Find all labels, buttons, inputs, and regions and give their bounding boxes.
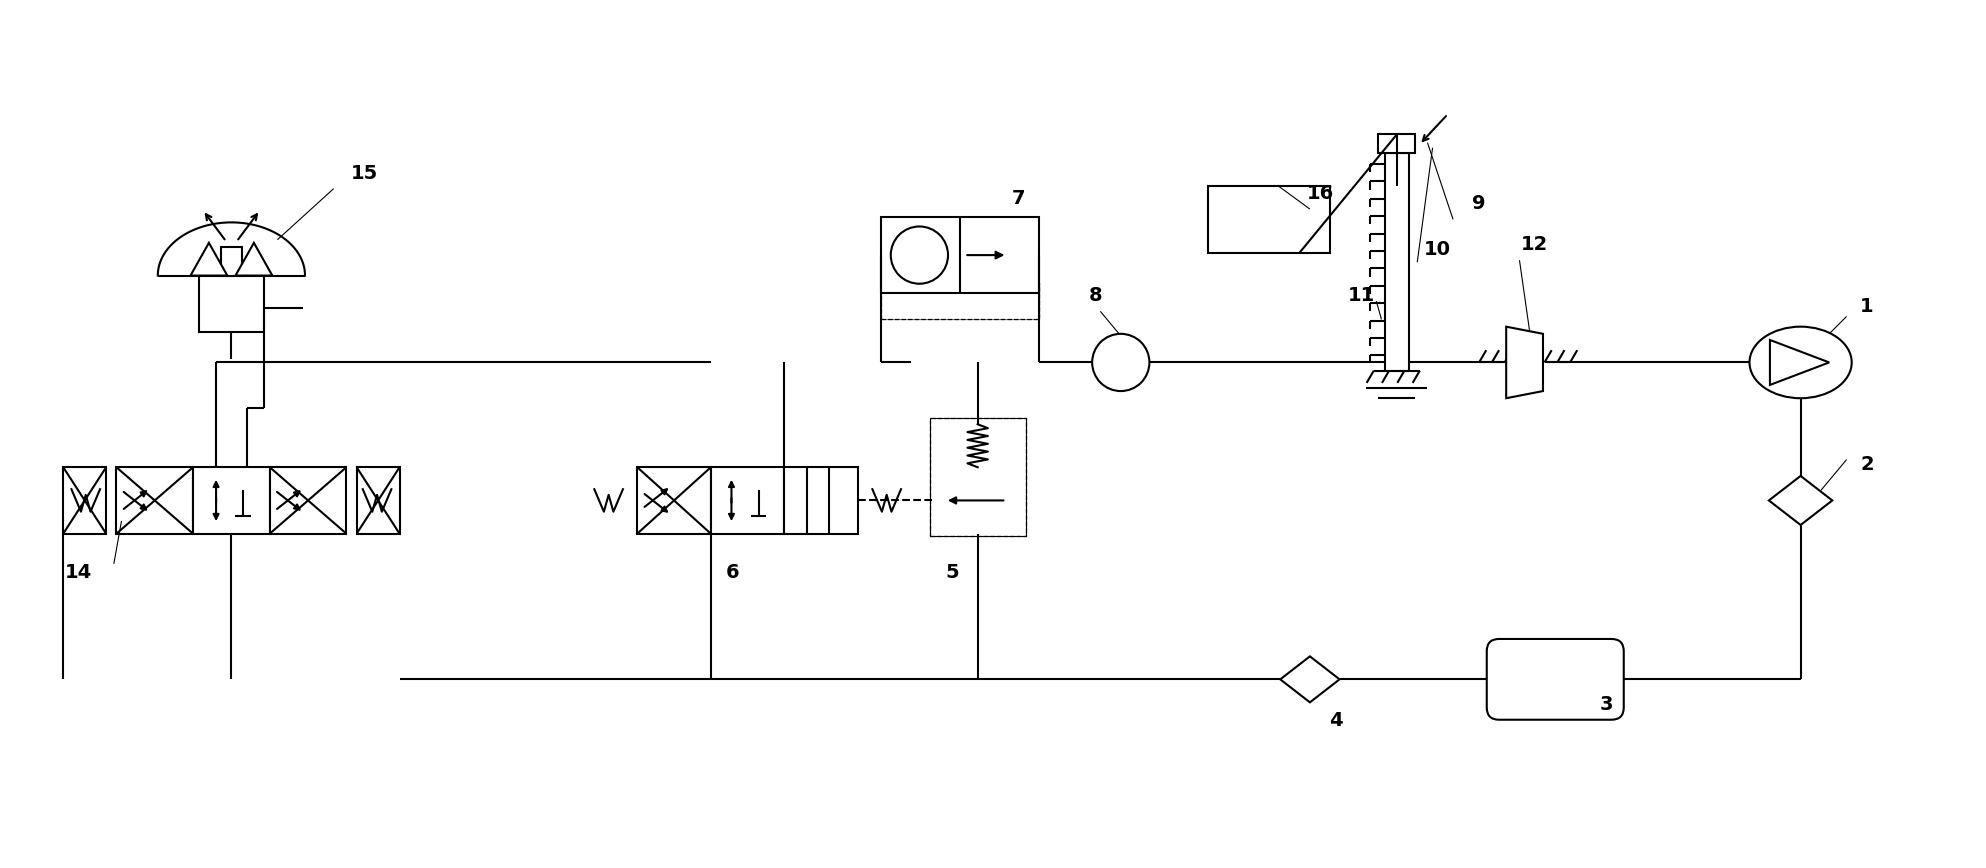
Bar <box>64 467 105 534</box>
Text: 10: 10 <box>1424 240 1452 260</box>
Text: 15: 15 <box>352 164 377 183</box>
Text: 1: 1 <box>1861 297 1875 316</box>
Polygon shape <box>1770 476 1833 525</box>
Bar <box>1207 186 1331 253</box>
Text: 2: 2 <box>1861 455 1875 474</box>
Text: 6: 6 <box>725 562 739 582</box>
Bar <box>880 283 1039 319</box>
Text: 9: 9 <box>1472 194 1486 214</box>
Text: 11: 11 <box>1347 286 1374 306</box>
Bar <box>784 467 858 534</box>
Bar <box>638 467 711 534</box>
Ellipse shape <box>1750 326 1851 398</box>
Polygon shape <box>1505 326 1543 398</box>
Text: 3: 3 <box>1599 695 1613 714</box>
Text: 12: 12 <box>1521 235 1549 254</box>
Bar <box>711 467 784 534</box>
Bar <box>357 467 399 534</box>
Bar <box>931 467 1023 534</box>
Bar <box>880 283 1039 319</box>
Text: 5: 5 <box>945 562 959 582</box>
Polygon shape <box>1281 656 1339 702</box>
Bar <box>1378 135 1416 153</box>
Text: 8: 8 <box>1088 286 1102 306</box>
Bar <box>220 247 242 275</box>
FancyBboxPatch shape <box>1488 639 1625 720</box>
Bar <box>880 217 1039 293</box>
Bar <box>1499 651 1611 707</box>
Text: 14: 14 <box>64 562 91 582</box>
Circle shape <box>1092 334 1150 391</box>
Text: 4: 4 <box>1329 711 1343 730</box>
Bar <box>270 467 346 534</box>
Circle shape <box>892 227 947 284</box>
Polygon shape <box>1770 340 1829 385</box>
Text: 16: 16 <box>1307 184 1335 203</box>
Bar <box>929 418 1025 536</box>
Text: 7: 7 <box>1011 189 1025 208</box>
Polygon shape <box>236 243 272 275</box>
Polygon shape <box>191 243 226 275</box>
Bar <box>117 467 193 534</box>
Bar <box>929 418 1025 536</box>
Bar <box>193 467 270 534</box>
Bar <box>199 275 264 332</box>
